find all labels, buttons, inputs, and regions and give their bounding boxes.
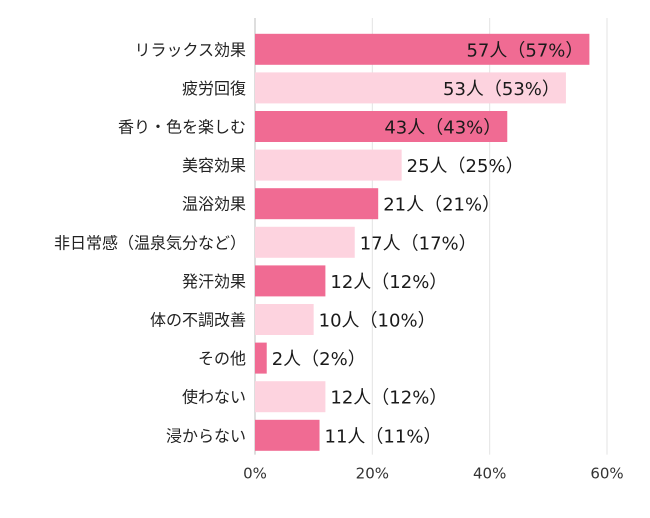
bar bbox=[255, 381, 326, 413]
category-label: 使わない bbox=[182, 388, 246, 407]
data-label: 11人（11%） bbox=[325, 426, 442, 447]
data-label: 53人（53%） bbox=[443, 79, 560, 100]
x-tick-label: 60% bbox=[590, 465, 623, 483]
data-label: 43人（43%） bbox=[384, 118, 501, 139]
x-tick-labels: 0% 20% 40% 60% bbox=[243, 465, 624, 483]
category-label: その他 bbox=[198, 349, 246, 368]
data-label: 12人（12%） bbox=[330, 272, 447, 293]
category-label: 非日常感（温泉気分など） bbox=[54, 233, 246, 252]
data-label: 10人（10%） bbox=[319, 311, 436, 332]
x-tick-label: 20% bbox=[356, 465, 389, 483]
bar bbox=[255, 149, 402, 181]
category-label: 疲労回復 bbox=[182, 79, 246, 98]
data-label: 57人（57%） bbox=[466, 40, 583, 61]
category-label: 浸からない bbox=[166, 426, 246, 445]
category-label: 体の不調改善 bbox=[150, 311, 246, 330]
data-label: 12人（12%） bbox=[330, 388, 447, 409]
bar bbox=[255, 342, 267, 374]
data-label: 21人（21%） bbox=[383, 195, 500, 216]
bar bbox=[255, 188, 379, 220]
x-tick-label: 40% bbox=[473, 465, 506, 483]
category-label: 温浴効果 bbox=[182, 195, 246, 214]
data-labels: 57人（57%） 53人（53%） 43人（43%） 25人（25%） 21人（21%）… bbox=[272, 40, 584, 447]
bar bbox=[255, 304, 314, 335]
data-label: 17人（17%） bbox=[360, 233, 477, 254]
bar bbox=[255, 72, 566, 104]
category-label: 発汗効果 bbox=[182, 272, 246, 291]
bar bbox=[255, 226, 355, 258]
data-label: 2人（2%） bbox=[272, 349, 366, 370]
bar bbox=[255, 111, 508, 142]
category-label: 美容効果 bbox=[182, 156, 246, 175]
data-label: 25人（25%） bbox=[407, 156, 524, 177]
bar bbox=[255, 265, 326, 297]
x-tick-label: 0% bbox=[243, 465, 267, 483]
category-label: リラックス効果 bbox=[134, 40, 246, 59]
category-label: 香り・色を楽しむ bbox=[118, 118, 246, 137]
bar bbox=[255, 33, 590, 65]
bars bbox=[255, 33, 590, 451]
bar bbox=[255, 419, 320, 451]
